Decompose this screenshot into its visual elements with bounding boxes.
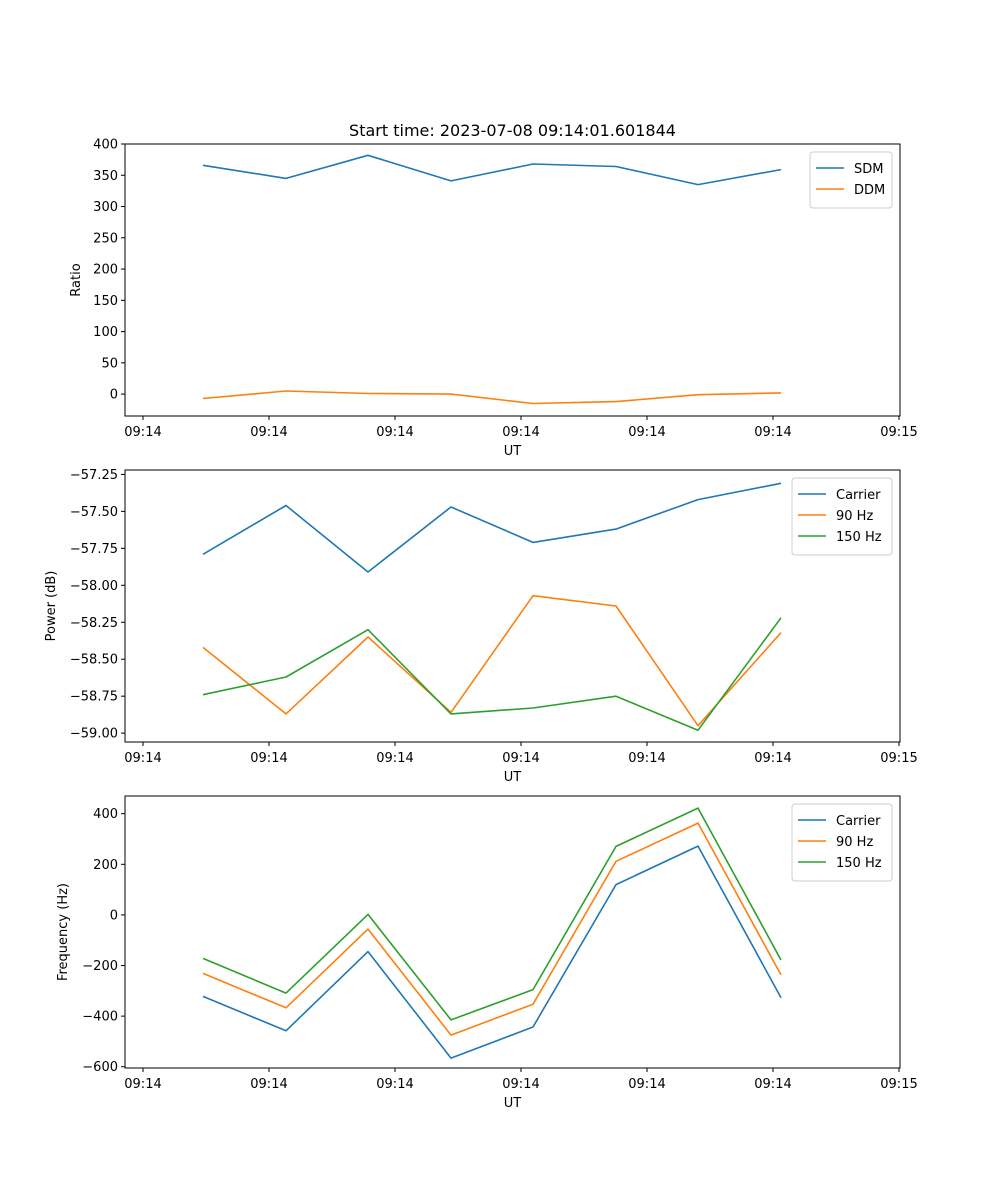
x-tick-label: 09:14 — [124, 425, 161, 440]
legend-label: 150 Hz — [836, 856, 882, 871]
axes-frame — [124, 795, 901, 1069]
y-tick-label: −58.50 — [70, 653, 118, 668]
legend: SDM DDM — [809, 151, 893, 209]
x-tick-label: 09:14 — [502, 751, 539, 766]
y-tick-label: 0 — [110, 908, 118, 923]
x-axis-label: UT — [504, 1096, 522, 1111]
x-tick-label: 09:14 — [376, 425, 413, 440]
legend: Carrier 90 Hz 150 Hz — [791, 477, 893, 556]
x-tick-label: 09:14 — [250, 751, 287, 766]
y-axis-label: Power (dB) — [44, 571, 59, 642]
series-line-150-hz — [202, 617, 782, 732]
x-tick-label: 09:14 — [628, 1077, 665, 1092]
legend-label: 90 Hz — [836, 509, 873, 524]
chart-title: Start time: 2023-07-08 09:14:01.601844 — [349, 121, 676, 140]
y-tick-label: −57.75 — [70, 542, 118, 557]
x-tick-label: 09:15 — [880, 425, 917, 440]
axes-frame — [124, 469, 901, 743]
x-tick-label: 09:14 — [250, 425, 287, 440]
x-tick-label: 09:14 — [754, 751, 791, 766]
series-line-ddm — [202, 390, 782, 405]
y-tick-label: 0 — [110, 388, 118, 403]
y-tick-label: −58.00 — [70, 579, 118, 594]
y-tick-label: 200 — [93, 263, 118, 278]
legend-box — [809, 151, 893, 209]
x-tick-label: 09:14 — [124, 1077, 161, 1092]
legend: Carrier 90 Hz 150 Hz — [791, 803, 893, 882]
y-tick-label: −57.25 — [70, 468, 118, 483]
legend-label: Carrier — [836, 488, 881, 503]
chart-panel-3: −600 −400 −200 0 200 400 09:14 09:14 09:14 09:14 0… — [56, 795, 918, 1111]
x-axis-label: UT — [504, 770, 522, 785]
y-tick-label: 250 — [93, 231, 118, 246]
x-tick-label: 09:14 — [754, 1077, 791, 1092]
y-tick-label: 350 — [93, 169, 118, 184]
x-tick-label: 09:14 — [502, 1077, 539, 1092]
x-tick-label: 09:14 — [376, 751, 413, 766]
x-tick-label: 09:15 — [880, 751, 917, 766]
x-tick-label: 09:14 — [376, 1077, 413, 1092]
y-tick-label: −58.75 — [70, 690, 118, 705]
y-tick-label: −600 — [82, 1060, 118, 1075]
legend-label: SDM — [854, 162, 883, 177]
series-line-150-hz — [202, 807, 782, 1021]
x-tick-label: 09:14 — [754, 425, 791, 440]
y-tick-label: 400 — [93, 138, 118, 153]
x-tick-label: 09:14 — [502, 425, 539, 440]
series-line-carrier — [202, 482, 782, 573]
y-axis-label: Ratio — [69, 263, 84, 296]
legend-label: DDM — [854, 183, 885, 198]
y-tick-label: 300 — [93, 200, 118, 215]
chart-panel-1: Start time: 2023-07-08 09:14:01.601844 0 5… — [69, 121, 918, 459]
x-tick-label: 09:15 — [880, 1077, 917, 1092]
legend-label: Carrier — [836, 814, 881, 829]
y-tick-label: 50 — [101, 356, 118, 371]
x-tick-label: 09:14 — [628, 751, 665, 766]
series-line-90-hz — [202, 594, 782, 727]
series-line-90-hz — [202, 822, 782, 1036]
chart-panel-2: −59.00 −58.75 −58.50 −58.25 −58.00 −57.75 −57.… — [44, 468, 918, 785]
x-tick-label: 09:14 — [250, 1077, 287, 1092]
y-tick-label: −58.25 — [70, 616, 118, 631]
y-tick-label: 200 — [93, 858, 118, 873]
legend-label: 90 Hz — [836, 835, 873, 850]
legend-label: 150 Hz — [836, 530, 882, 545]
y-tick-label: −200 — [82, 959, 118, 974]
x-tick-label: 09:14 — [628, 425, 665, 440]
y-tick-label: 100 — [93, 325, 118, 340]
y-tick-label: −57.50 — [70, 505, 118, 520]
y-axis-label: Frequency (Hz) — [56, 883, 71, 981]
y-tick-label: −59.00 — [70, 727, 118, 742]
series-line-sdm — [202, 154, 782, 186]
y-tick-label: 400 — [93, 807, 118, 822]
x-axis-label: UT — [504, 444, 522, 459]
series-line-carrier — [202, 845, 782, 1059]
y-tick-label: −400 — [82, 1010, 118, 1025]
x-tick-label: 09:14 — [124, 751, 161, 766]
y-tick-label: 150 — [93, 294, 118, 309]
axes-frame — [124, 143, 901, 417]
